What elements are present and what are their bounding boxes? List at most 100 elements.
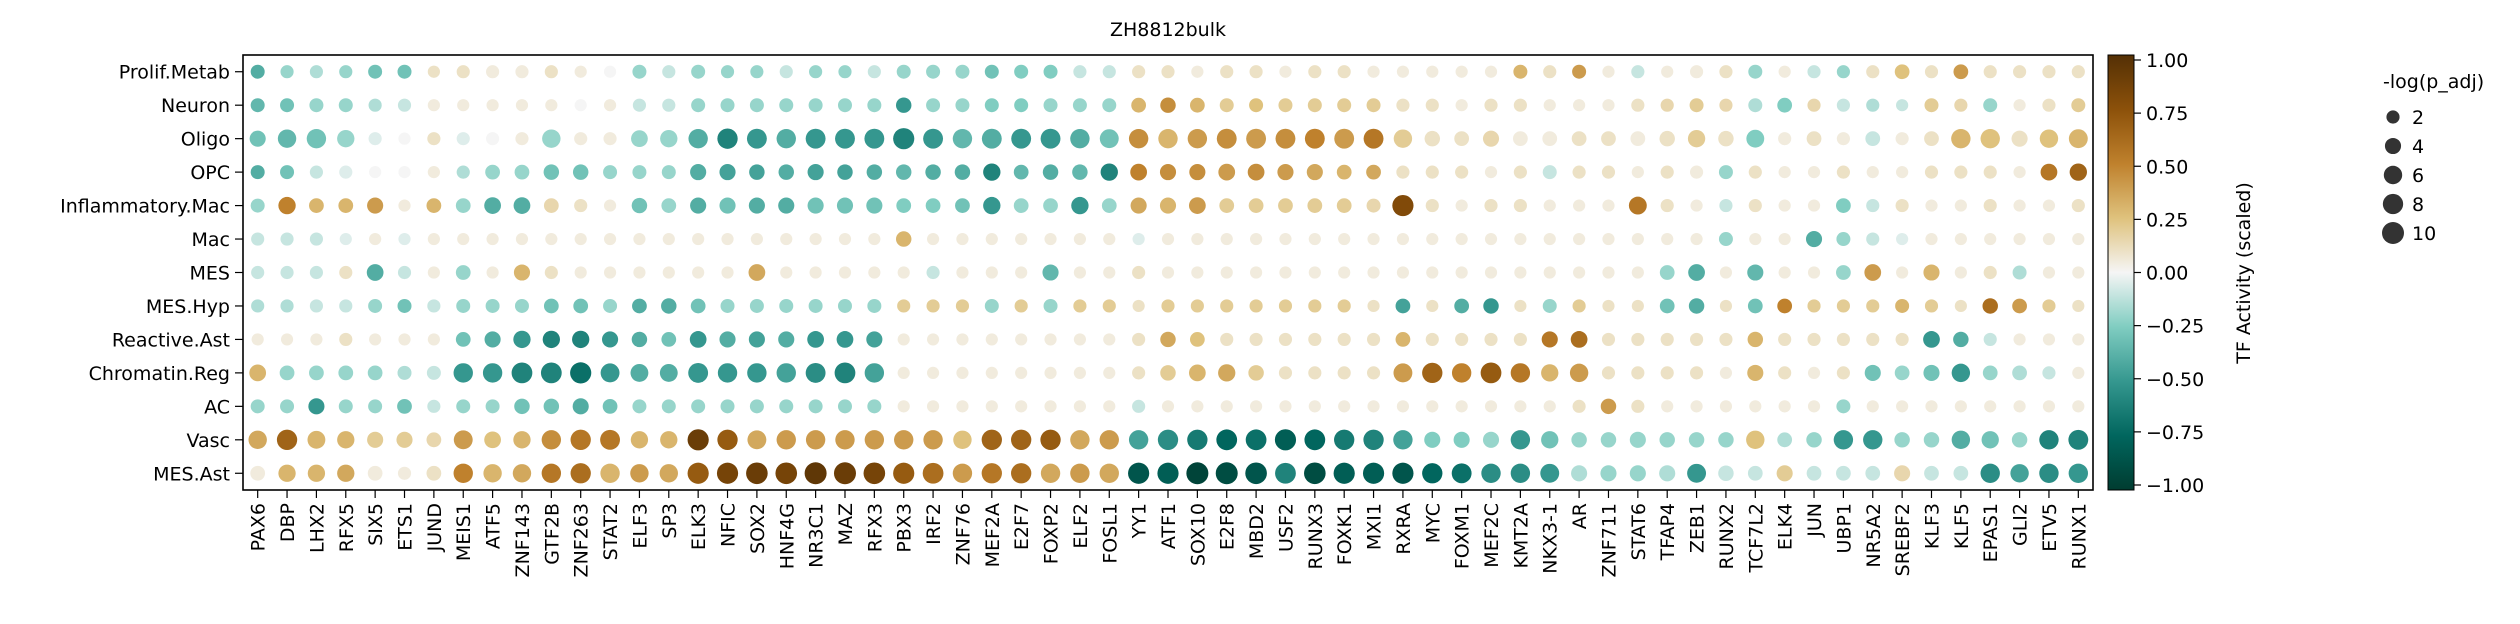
dot-point (1015, 333, 1028, 346)
dot-point (310, 333, 323, 346)
dot-point (633, 266, 646, 279)
dot-point (1040, 128, 1061, 149)
dot-point (1659, 130, 1675, 147)
dot-point (1455, 65, 1468, 78)
dot-point (747, 363, 767, 383)
dot-point (456, 65, 470, 79)
dot-point (280, 232, 294, 246)
column-label: SREBF2 (1892, 503, 1914, 576)
dot-point (1806, 465, 1822, 481)
dot-point (1425, 98, 1439, 112)
row-label: Vasc (186, 430, 230, 452)
dot-point (572, 330, 590, 349)
column-label: FOXP2 (1041, 503, 1063, 564)
dot-point (632, 64, 647, 79)
dot-point (1422, 362, 1443, 384)
column-label: SOX2 (747, 503, 769, 554)
dot-point (687, 429, 709, 451)
dot-point (1249, 332, 1263, 347)
dot-point (632, 298, 647, 314)
dot-point (1278, 366, 1293, 380)
dot-point (1481, 463, 1501, 483)
dot-point (956, 232, 969, 246)
dot-point (721, 266, 734, 279)
dot-point (1455, 332, 1469, 347)
dot-point (398, 232, 411, 246)
dot-point (280, 65, 294, 79)
dot-point (1245, 429, 1267, 451)
dot-point (2010, 464, 2029, 483)
dot-point (981, 463, 1002, 484)
dot-point (1013, 198, 1029, 213)
dot-point (1072, 98, 1087, 113)
dot-point (1687, 463, 1707, 483)
dot-point (1015, 366, 1028, 379)
dot-point (981, 128, 1002, 149)
dot-point (1543, 266, 1556, 279)
column-label: GLI2 (2010, 503, 2032, 546)
dot-point (398, 333, 411, 346)
dot-point (1278, 98, 1293, 113)
dot-point (1954, 266, 1967, 279)
dot-point (484, 431, 501, 449)
colorbar-tick-label: −1.00 (2146, 475, 2204, 497)
dot-point (1277, 164, 1294, 181)
dot-point (778, 164, 794, 180)
dot-point (1425, 332, 1439, 347)
dot-point (893, 462, 915, 484)
dot-point (897, 366, 910, 379)
dot-point (1455, 199, 1468, 212)
dot-point (1690, 400, 1703, 413)
dot-point (864, 128, 885, 149)
dot-point (1160, 331, 1176, 348)
dot-point (369, 333, 382, 346)
dot-point (2071, 198, 2085, 213)
dot-point (1543, 99, 1556, 112)
dot-point (368, 98, 382, 112)
plot-frame (242, 54, 2094, 491)
dot-point (1191, 400, 1204, 413)
dot-point (805, 362, 826, 383)
column-label: PBX3 (894, 503, 916, 553)
dot-point (895, 97, 912, 113)
dot-point (1130, 197, 1147, 214)
dot-point (866, 197, 883, 214)
dot-point (1954, 199, 1967, 212)
dot-point (309, 65, 323, 79)
dot-point (1015, 266, 1028, 279)
dot-point (1103, 333, 1116, 346)
dot-point (339, 165, 353, 179)
dot-point (367, 197, 384, 214)
dot-point (514, 398, 530, 415)
dot-point (1132, 332, 1146, 347)
dot-point (1308, 266, 1321, 279)
dot-point (1454, 298, 1470, 314)
dot-point (1542, 298, 1557, 313)
dot-point (484, 331, 501, 348)
dot-point (427, 166, 440, 179)
dot-point (1128, 128, 1149, 149)
dot-point (981, 429, 1002, 450)
dot-point (1895, 332, 1909, 347)
dot-point (836, 197, 854, 214)
dot-point (1159, 197, 1177, 214)
dot-point (1044, 366, 1057, 379)
dot-point (1278, 332, 1293, 347)
dot-point (1304, 429, 1326, 451)
dot-point (1778, 132, 1792, 146)
dot-point (1719, 332, 1733, 347)
dot-point (1248, 365, 1264, 381)
dot-point (1073, 299, 1087, 313)
dot-point (1719, 65, 1733, 79)
dot-point (515, 65, 529, 79)
dot-point (338, 399, 353, 414)
column-label: E2F8 (1217, 503, 1239, 550)
dot-point (1660, 366, 1674, 380)
dot-point (955, 198, 970, 213)
dot-point (1161, 400, 1175, 413)
column-label: ZNF263 (571, 503, 593, 577)
dot-point (1980, 463, 2000, 483)
column-label: FOXK1 (1334, 503, 1356, 565)
dot-point (808, 399, 823, 414)
column-label: DBP (277, 503, 299, 542)
